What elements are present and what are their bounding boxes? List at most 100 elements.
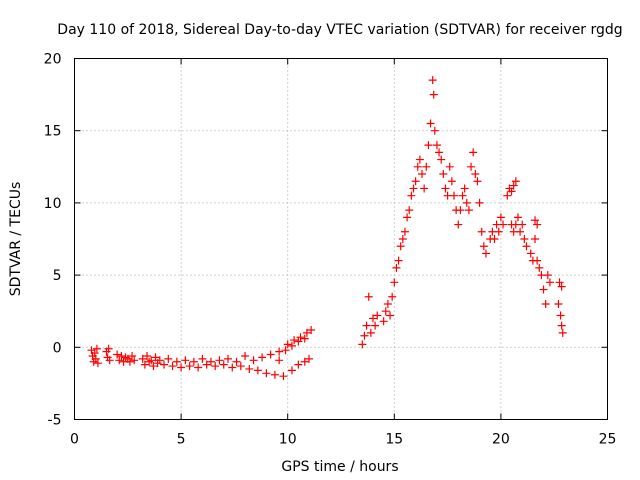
- data-point: [130, 356, 139, 365]
- data-point: [490, 235, 499, 243]
- data-point: [398, 235, 407, 243]
- data-point: [533, 256, 542, 265]
- data-point: [535, 263, 544, 272]
- y-axis-label: SDTVAR / TECUs: [8, 182, 24, 297]
- data-point: [388, 292, 397, 301]
- grid-lines: [74, 58, 608, 420]
- data-point: [531, 235, 540, 243]
- data-point: [93, 359, 102, 368]
- data-point: [545, 278, 554, 287]
- data-point: [360, 331, 369, 340]
- data-point: [164, 354, 173, 363]
- data-point: [503, 191, 512, 200]
- data-point: [236, 362, 245, 371]
- data-point: [300, 357, 309, 366]
- data-point: [202, 360, 211, 369]
- data-point: [533, 220, 542, 229]
- data-point: [509, 181, 518, 190]
- x-tick-label: 20: [492, 432, 510, 448]
- data-point: [460, 184, 469, 193]
- data-point: [283, 340, 292, 349]
- data-point: [543, 271, 552, 280]
- y-tick-label: 5: [53, 268, 62, 284]
- data-point: [147, 356, 156, 365]
- data-point: [140, 360, 149, 369]
- x-tick-label: 0: [70, 432, 79, 448]
- data-point: [189, 357, 198, 366]
- data-point: [469, 148, 478, 157]
- data-point: [557, 321, 566, 330]
- data-points: [87, 76, 567, 381]
- data-point: [390, 278, 399, 287]
- data-point: [430, 126, 439, 135]
- data-point: [422, 162, 431, 171]
- data-point: [245, 364, 254, 373]
- data-point: [407, 191, 416, 200]
- data-point: [475, 198, 484, 207]
- data-point: [232, 357, 241, 366]
- x-tick-label: 15: [385, 432, 403, 448]
- data-point: [302, 328, 311, 337]
- data-point: [411, 177, 420, 186]
- data-point: [555, 278, 564, 287]
- data-point: [275, 356, 284, 365]
- data-point: [396, 242, 405, 251]
- data-point: [368, 314, 377, 323]
- data-point: [281, 346, 290, 355]
- data-point: [224, 354, 233, 363]
- data-point: [92, 344, 101, 353]
- data-point: [305, 354, 314, 363]
- data-point: [275, 347, 284, 356]
- data-point: [432, 141, 441, 150]
- chart-title: Day 110 of 2018, Sidereal Day-to-day VTE…: [57, 22, 622, 38]
- plot-frame: [74, 58, 608, 420]
- data-point: [362, 321, 371, 330]
- data-point: [513, 213, 522, 222]
- data-point: [215, 356, 224, 365]
- data-point: [420, 184, 429, 193]
- data-point: [426, 119, 435, 128]
- x-tick-label: 25: [599, 432, 617, 448]
- data-point: [471, 170, 480, 179]
- data-point: [462, 198, 471, 207]
- data-point: [366, 328, 375, 337]
- data-point: [172, 357, 181, 366]
- data-point: [464, 206, 473, 215]
- data-point: [383, 299, 392, 308]
- data-point: [151, 353, 160, 362]
- x-tick-label: 5: [177, 432, 186, 448]
- data-point: [266, 350, 275, 359]
- data-point: [177, 363, 186, 372]
- data-point: [155, 356, 164, 365]
- data-point: [358, 340, 367, 349]
- data-point: [507, 187, 516, 196]
- y-tick-label: 0: [53, 340, 62, 356]
- data-point: [104, 344, 113, 353]
- data-point: [219, 360, 228, 369]
- data-point: [539, 285, 548, 294]
- y-tick-label: 15: [44, 124, 62, 140]
- data-point: [258, 353, 267, 362]
- data-point: [194, 363, 203, 372]
- data-point: [381, 307, 390, 316]
- data-point: [447, 177, 456, 186]
- data-point: [206, 357, 215, 366]
- data-point: [435, 148, 444, 157]
- data-point: [296, 333, 305, 342]
- data-point: [554, 299, 563, 308]
- data-point: [142, 351, 151, 360]
- axis-ticks: 0 5 10 15 20 25 -5 0 5 10 15 20: [44, 52, 617, 448]
- data-point: [294, 337, 303, 346]
- data-point: [249, 356, 258, 365]
- data-point: [557, 282, 566, 291]
- data-point: [556, 311, 565, 320]
- data-point: [413, 162, 422, 171]
- data-point: [115, 356, 124, 365]
- data-point: [270, 370, 279, 379]
- y-tick-label: -5: [48, 413, 62, 429]
- data-point: [479, 242, 488, 251]
- data-point: [449, 191, 458, 200]
- data-point: [392, 263, 401, 272]
- data-point: [394, 256, 403, 265]
- data-point: [520, 235, 529, 243]
